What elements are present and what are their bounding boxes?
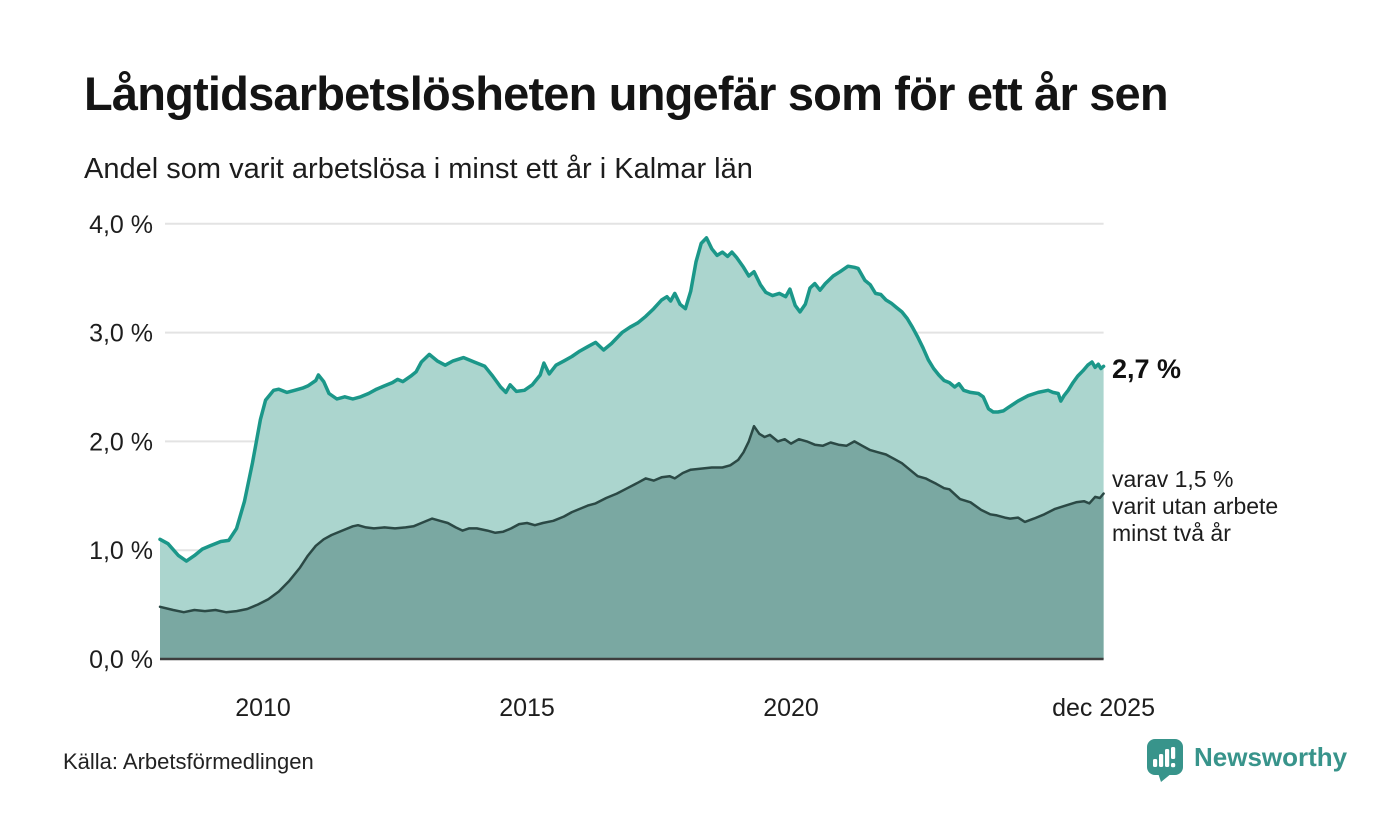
x-tick-label: 2015 [499, 694, 555, 722]
page-title: Långtidsarbetslösheten ungefär som för e… [84, 67, 1169, 120]
x-tick-label: 2020 [763, 694, 819, 722]
newsworthy-wordmark: Newsworthy [1194, 742, 1348, 772]
x-tick-label: 2010 [235, 694, 291, 722]
series-line-one-year [158, 236, 1106, 563]
annotation-secondary: varav 1,5 % varit utan arbete minst två … [1112, 466, 1278, 547]
newsworthy-bubble-chart-icon [1146, 738, 1184, 788]
x-tick-label: dec 2025 [1052, 694, 1155, 722]
annotation-secondary-line2: varit utan arbete [1112, 493, 1279, 519]
source-label: Källa: Arbetsförmedlingen [63, 749, 314, 774]
y-tick-label: 3,0 % [89, 320, 153, 348]
chart-subtitle: Andel som varit arbetslösa i minst ett å… [84, 153, 753, 185]
annotation-secondary-line1: varav 1,5 % [1112, 466, 1234, 492]
y-tick-label: 2,0 % [89, 428, 153, 456]
series-area-two-years [160, 426, 1104, 659]
newsworthy-logo: Newsworthy [1146, 738, 1347, 788]
annotation-latest-value: 2,7 % [1112, 354, 1182, 384]
series-line-two-years [158, 424, 1105, 614]
y-tick-label: 4,0 % [89, 211, 153, 239]
y-tick-label: 1,0 % [89, 537, 153, 565]
annotation-secondary-line3: minst två år [1112, 520, 1231, 546]
y-tick-label: 0,0 % [89, 646, 153, 674]
